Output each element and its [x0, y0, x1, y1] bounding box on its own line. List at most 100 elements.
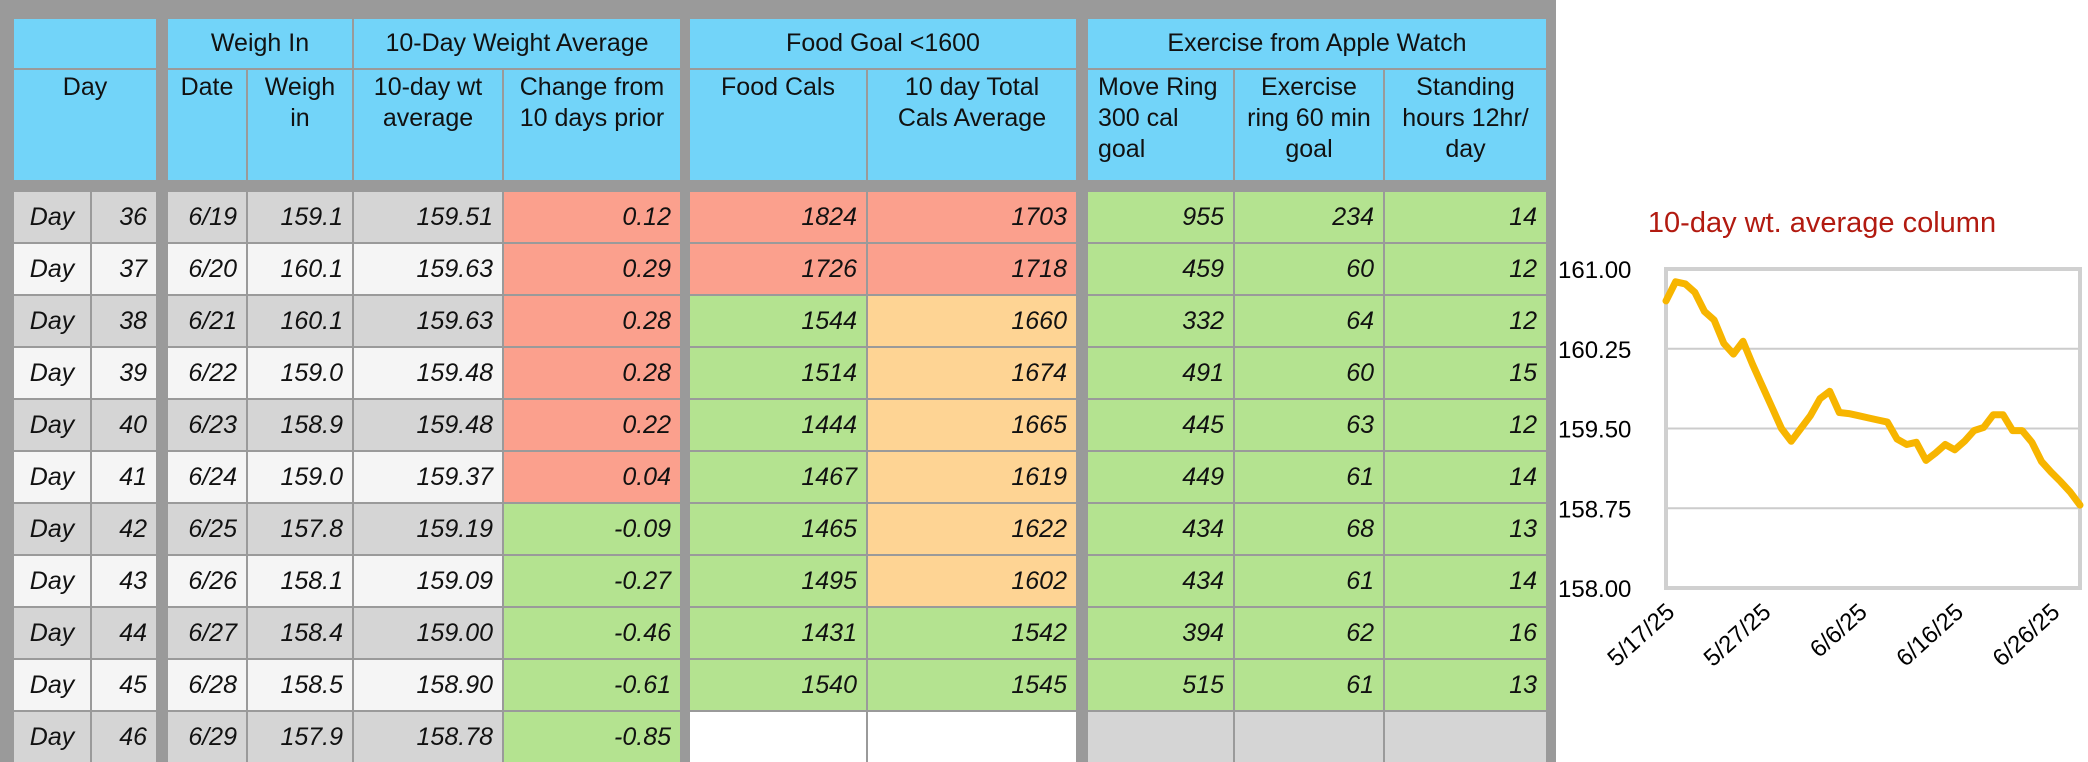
row-food-cals[interactable]: 1444 [690, 400, 866, 450]
row-wt-avg[interactable]: 159.51 [354, 192, 502, 242]
row-move-ring[interactable]: 445 [1088, 400, 1233, 450]
row-exercise-ring[interactable]: 62 [1235, 608, 1383, 658]
row-standing[interactable]: 14 [1385, 192, 1546, 242]
row-standing[interactable]: 12 [1385, 244, 1546, 294]
row-move-ring[interactable]: 434 [1088, 504, 1233, 554]
row-date[interactable]: 6/24 [168, 452, 246, 502]
row-food-cals[interactable]: 1824 [690, 192, 866, 242]
row-change[interactable]: -0.09 [504, 504, 680, 554]
row-exercise-ring[interactable]: 63 [1235, 400, 1383, 450]
row-total-cals[interactable] [868, 712, 1076, 762]
row-standing[interactable]: 13 [1385, 660, 1546, 710]
row-wt-avg[interactable]: 158.78 [354, 712, 502, 762]
row-exercise-ring[interactable]: 68 [1235, 504, 1383, 554]
row-move-ring[interactable]: 491 [1088, 348, 1233, 398]
row-food-cals[interactable]: 1495 [690, 556, 866, 606]
row-change[interactable]: -0.61 [504, 660, 680, 710]
row-exercise-ring[interactable]: 60 [1235, 244, 1383, 294]
row-total-cals[interactable]: 1703 [868, 192, 1076, 242]
row-change[interactable]: -0.46 [504, 608, 680, 658]
row-wt-avg[interactable]: 159.48 [354, 400, 502, 450]
row-exercise-ring[interactable]: 234 [1235, 192, 1383, 242]
row-exercise-ring[interactable]: 61 [1235, 556, 1383, 606]
row-date[interactable]: 6/25 [168, 504, 246, 554]
row-wt-avg[interactable]: 159.37 [354, 452, 502, 502]
row-exercise-ring[interactable]: 61 [1235, 660, 1383, 710]
row-wt-avg[interactable]: 159.63 [354, 296, 502, 346]
row-date[interactable]: 6/20 [168, 244, 246, 294]
row-wt-avg[interactable]: 159.48 [354, 348, 502, 398]
row-total-cals[interactable]: 1665 [868, 400, 1076, 450]
row-food-cals[interactable]: 1465 [690, 504, 866, 554]
row-food-cals[interactable]: 1544 [690, 296, 866, 346]
row-food-cals[interactable]: 1467 [690, 452, 866, 502]
row-date[interactable]: 6/21 [168, 296, 246, 346]
row-total-cals[interactable]: 1602 [868, 556, 1076, 606]
row-change[interactable]: -0.85 [504, 712, 680, 762]
row-weigh-in[interactable]: 158.9 [248, 400, 352, 450]
row-weigh-in[interactable]: 160.1 [248, 244, 352, 294]
row-food-cals[interactable]: 1514 [690, 348, 866, 398]
row-change[interactable]: 0.22 [504, 400, 680, 450]
row-date[interactable]: 6/19 [168, 192, 246, 242]
row-total-cals[interactable]: 1718 [868, 244, 1076, 294]
row-weigh-in[interactable]: 157.9 [248, 712, 352, 762]
weight-chart[interactable]: 10-day wt. average column 161.00 160.25 15… [1556, 0, 2088, 762]
row-weigh-in[interactable]: 159.0 [248, 348, 352, 398]
row-change[interactable]: 0.28 [504, 296, 680, 346]
row-exercise-ring[interactable]: 61 [1235, 452, 1383, 502]
row-food-cals[interactable]: 1540 [690, 660, 866, 710]
row-change[interactable]: 0.12 [504, 192, 680, 242]
row-change[interactable]: 0.04 [504, 452, 680, 502]
row-weigh-in[interactable]: 158.4 [248, 608, 352, 658]
row-standing[interactable]: 15 [1385, 348, 1546, 398]
row-total-cals[interactable]: 1674 [868, 348, 1076, 398]
row-exercise-ring[interactable]: 64 [1235, 296, 1383, 346]
row-change[interactable]: 0.28 [504, 348, 680, 398]
row-exercise-ring[interactable]: 60 [1235, 348, 1383, 398]
row-standing[interactable]: 13 [1385, 504, 1546, 554]
row-move-ring[interactable]: 394 [1088, 608, 1233, 658]
row-move-ring[interactable]: 515 [1088, 660, 1233, 710]
row-move-ring[interactable] [1088, 712, 1233, 762]
row-weigh-in[interactable]: 158.5 [248, 660, 352, 710]
row-exercise-ring[interactable] [1235, 712, 1383, 762]
row-wt-avg[interactable]: 158.90 [354, 660, 502, 710]
row-change[interactable]: -0.27 [504, 556, 680, 606]
row-food-cals[interactable] [690, 712, 866, 762]
row-date[interactable]: 6/26 [168, 556, 246, 606]
row-date[interactable]: 6/22 [168, 348, 246, 398]
row-weigh-in[interactable]: 158.1 [248, 556, 352, 606]
row-change[interactable]: 0.29 [504, 244, 680, 294]
row-weigh-in[interactable]: 159.1 [248, 192, 352, 242]
row-date[interactable]: 6/29 [168, 712, 246, 762]
row-standing[interactable] [1385, 712, 1546, 762]
row-move-ring[interactable]: 449 [1088, 452, 1233, 502]
row-food-cals[interactable]: 1726 [690, 244, 866, 294]
row-weigh-in[interactable]: 160.1 [248, 296, 352, 346]
row-date[interactable]: 6/28 [168, 660, 246, 710]
row-move-ring[interactable]: 955 [1088, 192, 1233, 242]
row-total-cals[interactable]: 1545 [868, 660, 1076, 710]
row-move-ring[interactable]: 459 [1088, 244, 1233, 294]
row-standing[interactable]: 12 [1385, 296, 1546, 346]
row-total-cals[interactable]: 1542 [868, 608, 1076, 658]
row-weigh-in[interactable]: 159.0 [248, 452, 352, 502]
row-total-cals[interactable]: 1622 [868, 504, 1076, 554]
row-food-cals[interactable]: 1431 [690, 608, 866, 658]
row-weigh-in[interactable]: 157.8 [248, 504, 352, 554]
row-standing[interactable]: 12 [1385, 400, 1546, 450]
row-move-ring[interactable]: 434 [1088, 556, 1233, 606]
row-total-cals[interactable]: 1619 [868, 452, 1076, 502]
row-date[interactable]: 6/27 [168, 608, 246, 658]
row-date[interactable]: 6/23 [168, 400, 246, 450]
row-wt-avg[interactable]: 159.19 [354, 504, 502, 554]
row-wt-avg[interactable]: 159.63 [354, 244, 502, 294]
row-standing[interactable]: 14 [1385, 556, 1546, 606]
row-move-ring[interactable]: 332 [1088, 296, 1233, 346]
row-wt-avg[interactable]: 159.09 [354, 556, 502, 606]
row-standing[interactable]: 14 [1385, 452, 1546, 502]
row-total-cals[interactable]: 1660 [868, 296, 1076, 346]
row-standing[interactable]: 16 [1385, 608, 1546, 658]
row-wt-avg[interactable]: 159.00 [354, 608, 502, 658]
